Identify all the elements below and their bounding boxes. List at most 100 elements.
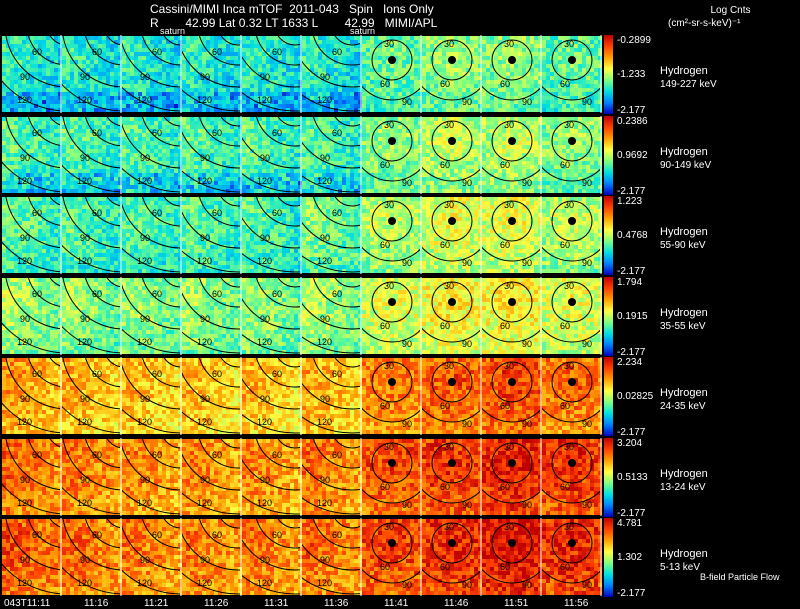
energy-range: 13-24 keV [660, 481, 708, 494]
contour-label: 120 [77, 498, 92, 508]
x-tick-label: 11:26 [204, 598, 228, 609]
heatmap-cell [242, 36, 302, 112]
saturn-marker [508, 378, 516, 386]
energy-range: 149-227 keV [660, 78, 717, 91]
heatmap-row: 60 90 120 60 90 120 60 90 120 60 90 120 60 90 120 60 90 1… [2, 196, 602, 274]
contour-label: 90 [200, 475, 210, 485]
contour-label: 30 [564, 442, 574, 452]
contour-label: 60 [92, 369, 102, 379]
contour-label: 90 [522, 97, 532, 107]
contour-label: 60 [32, 530, 42, 540]
contour-label: 60 [32, 289, 42, 299]
colorbar-tick-label: -0.2899 [617, 35, 651, 46]
contour-label: 60 [272, 289, 282, 299]
saturn-marker [568, 458, 576, 467]
contour-label: 120 [197, 498, 212, 508]
contour-label: 60 [212, 450, 222, 460]
contour-label: 60 [560, 401, 570, 411]
saturn-marker [568, 297, 576, 306]
contour-label: 60 [500, 321, 510, 331]
contour-label: 90 [462, 419, 472, 429]
heatmap-cell [362, 358, 422, 434]
colorbar [604, 357, 613, 436]
contour-label: 90 [20, 314, 30, 324]
heatmap-cell [482, 519, 542, 595]
colorbar-tick-label: 4.781 [617, 518, 642, 529]
contour-label: 60 [92, 450, 102, 460]
contour-label: 30 [564, 522, 574, 532]
contour-label: 90 [200, 314, 210, 324]
heatmap-cell [542, 358, 602, 434]
heatmap-row: 60 90 120 60 90 120 60 90 120 60 90 120 60 90 120 60 90 1… [2, 35, 602, 113]
contour-label: 30 [564, 39, 574, 49]
colorbar-tick-label: 0.2386 [617, 116, 648, 127]
contour-label: 60 [560, 562, 570, 572]
contour-label: 60 [560, 482, 570, 492]
contour-label: 60 [272, 369, 282, 379]
heatmap-cell [122, 116, 182, 193]
contour-label: 60 [212, 369, 222, 379]
contour-label: 120 [257, 337, 272, 347]
contour-label: 60 [380, 321, 390, 331]
contour-label: 60 [152, 289, 162, 299]
heatmap-cell [2, 36, 62, 112]
heatmap-cell [182, 438, 242, 515]
contour-label: 60 [332, 450, 342, 460]
species-name: Hydrogen [660, 146, 711, 159]
colorbar-tick-label: -2.177 [617, 588, 645, 599]
saturn-marker [568, 136, 576, 145]
contour-label: 90 [140, 394, 150, 404]
contour-label: 120 [137, 95, 152, 105]
contour-label: 90 [320, 72, 330, 82]
heatmap-cell [62, 519, 122, 595]
contour-label: 60 [500, 160, 510, 170]
heatmap-cell [62, 116, 122, 193]
contour-label: 60 [152, 47, 162, 57]
contour-label: 90 [140, 233, 150, 243]
contour-label: 30 [504, 200, 514, 210]
heatmap-cell [2, 277, 62, 354]
contour-label: 90 [200, 72, 210, 82]
contour-label: 120 [257, 95, 272, 105]
saturn-marker [568, 378, 576, 386]
contour-label: 90 [20, 555, 30, 565]
contour-label: 60 [92, 530, 102, 540]
heatmap-cell [422, 116, 482, 193]
contour-label: 60 [380, 562, 390, 572]
contour-label: 90 [200, 153, 210, 163]
energy-range: 55-90 keV [660, 239, 708, 252]
contour-label: 60 [380, 160, 390, 170]
contour-label: 120 [317, 417, 332, 427]
energy-range: 24-35 keV [660, 400, 708, 413]
contour-label: 60 [332, 369, 342, 379]
contour-label: 120 [257, 578, 272, 588]
saturn-marker [448, 539, 456, 547]
contour-label: 90 [582, 258, 592, 268]
heatmap-cell [362, 36, 422, 112]
heatmap-cell [482, 197, 542, 273]
saturn-marker [448, 378, 456, 386]
contour-label: 60 [440, 482, 450, 492]
contour-label: 120 [257, 256, 272, 266]
species-name: Hydrogen [660, 387, 708, 400]
contour-label: 120 [317, 256, 332, 266]
contour-label: 60 [500, 240, 510, 250]
contour-label: 120 [17, 256, 32, 266]
contour-label: 60 [332, 530, 342, 540]
saturn-marker [508, 539, 516, 547]
species-label: Hydrogen 13-24 keV [660, 468, 708, 494]
heatmap-cell [62, 197, 122, 273]
contour-label: 90 [402, 500, 412, 510]
contour-label: 90 [140, 72, 150, 82]
heatmap-row: 60 90 120 60 90 120 60 90 120 60 90 120 60 90 120 60 90 1… [2, 115, 602, 194]
contour-label: 60 [212, 208, 222, 218]
contour-label: 90 [200, 233, 210, 243]
heatmap-cell [242, 438, 302, 515]
contour-label: 120 [197, 256, 212, 266]
species-label: Hydrogen 5-13 keV [660, 548, 708, 574]
contour-label: 90 [402, 258, 412, 268]
contour-label: 90 [140, 555, 150, 565]
contour-label: 60 [560, 240, 570, 250]
x-tick-label: 11:41 [384, 598, 408, 609]
heatmap-cell [182, 116, 242, 193]
